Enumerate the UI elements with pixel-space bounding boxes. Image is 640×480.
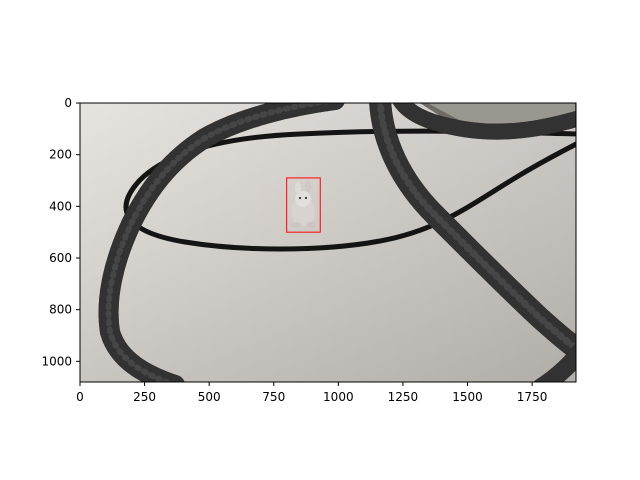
x-axis: 0 250 500 750 1000 1250 1500 1750 xyxy=(76,382,547,404)
y-axis: 0 200 400 600 800 1000 xyxy=(41,96,80,368)
bounding-box xyxy=(286,177,321,233)
x-tick-label: 1750 xyxy=(517,390,548,404)
x-tick-label: 750 xyxy=(262,390,285,404)
spiral-cable-right xyxy=(369,103,576,382)
y-tick-label: 0 xyxy=(64,96,72,110)
thin-cable xyxy=(123,128,576,252)
x-tick-label: 1500 xyxy=(452,390,483,404)
x-tick-label: 1000 xyxy=(323,390,354,404)
x-tick-label: 500 xyxy=(198,390,221,404)
x-tick-label: 0 xyxy=(76,390,84,404)
photo xyxy=(80,103,576,382)
y-tick-label: 600 xyxy=(49,251,72,265)
x-tick-label: 1250 xyxy=(388,390,419,404)
y-tick-label: 200 xyxy=(49,148,72,162)
x-tick-label: 250 xyxy=(133,390,156,404)
y-tick-label: 1000 xyxy=(41,354,72,368)
axes-frame xyxy=(79,102,577,383)
y-tick-label: 800 xyxy=(49,303,72,317)
toy-rabbit xyxy=(291,180,316,228)
spiral-cable-left xyxy=(98,103,345,382)
y-tick-label: 400 xyxy=(49,199,72,213)
